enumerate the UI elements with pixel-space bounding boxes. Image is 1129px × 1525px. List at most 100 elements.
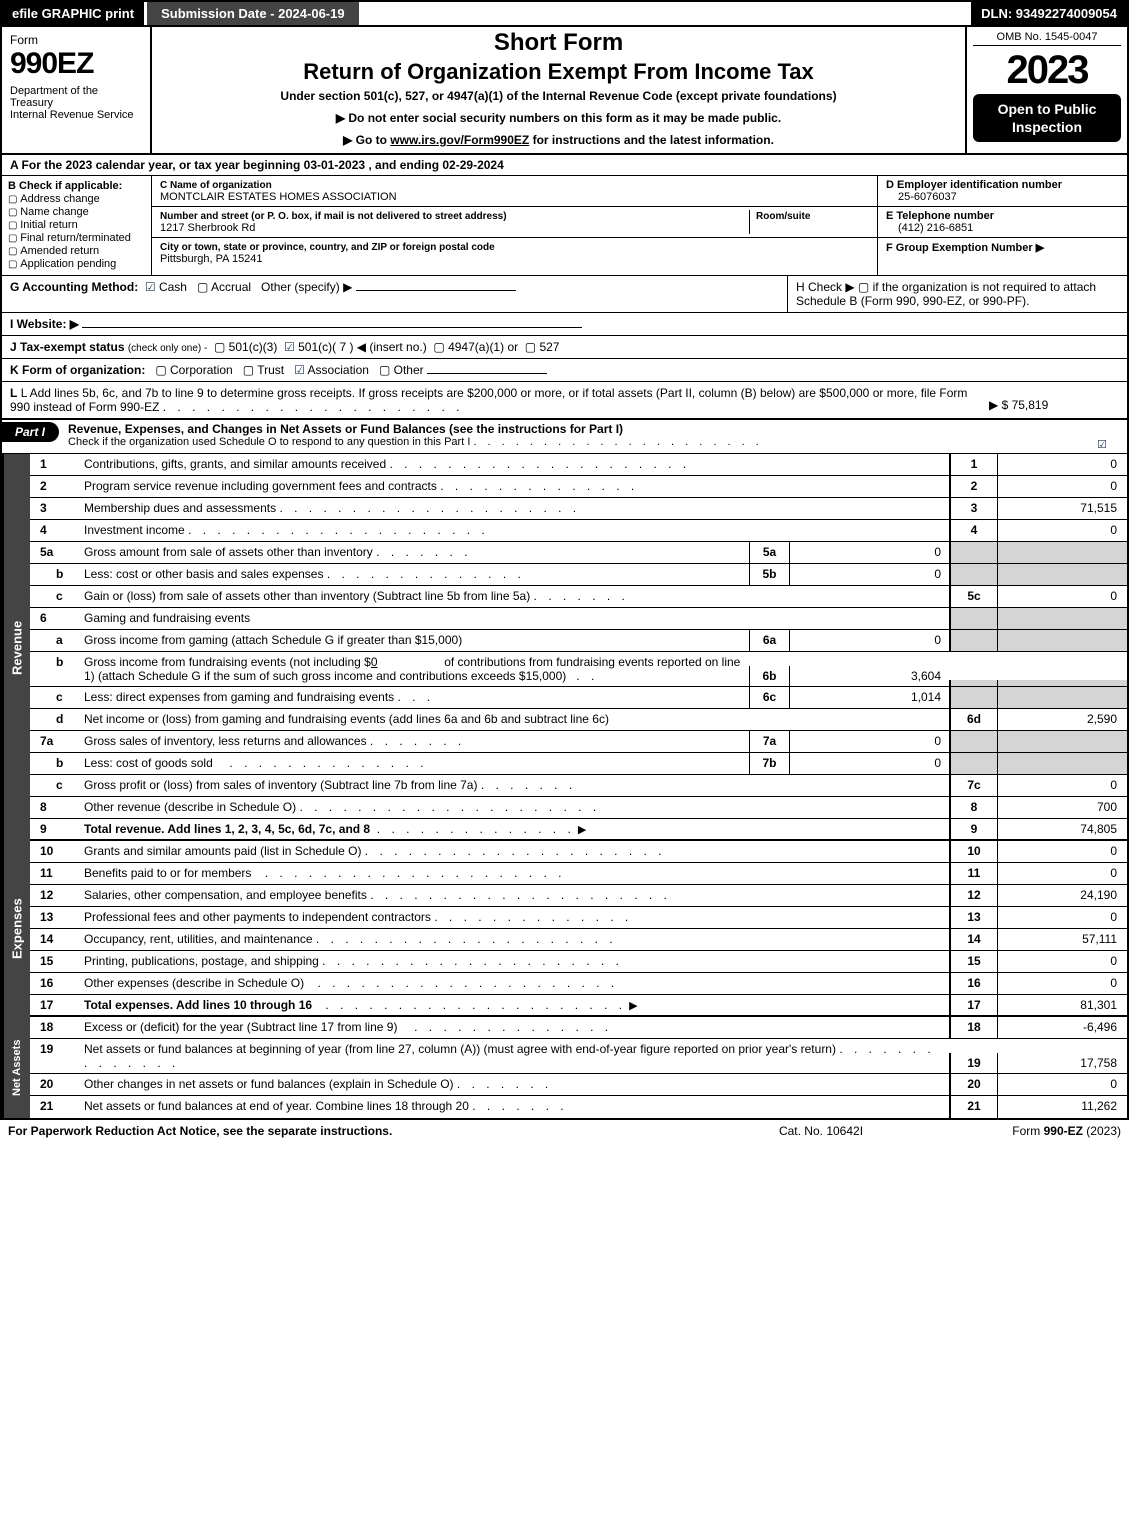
line-7a: 7aGross sales of inventory, less returns… <box>30 731 1127 753</box>
footer: For Paperwork Reduction Act Notice, see … <box>0 1120 1129 1142</box>
org-name-row: C Name of organization MONTCLAIR ESTATES… <box>152 176 877 207</box>
chk-cash[interactable] <box>145 280 159 294</box>
chk-address-change[interactable]: Address change <box>8 193 145 205</box>
expenses-block: Expenses 10Grants and similar amounts pa… <box>2 841 1127 1017</box>
chk-application-pending[interactable]: Application pending <box>8 258 145 270</box>
line-1: 1Contributions, gifts, grants, and simil… <box>30 454 1127 476</box>
chk-association[interactable] <box>294 363 307 377</box>
line-5b: bLess: cost or other basis and sales exp… <box>30 564 1127 586</box>
ein-label: D Employer identification number <box>886 179 1062 191</box>
line-l-value: ▶ $ 75,819 <box>989 386 1119 414</box>
chk-501c[interactable] <box>284 340 298 354</box>
dots: . . . . . . . . . . . . . . . . . . . . … <box>473 436 762 448</box>
dots: . . . . . . . . . . . . . . . . . . . . … <box>163 400 464 414</box>
header-right: OMB No. 1545-0047 2023 Open to Public In… <box>967 27 1127 153</box>
line-20: 20Other changes in net assets or fund ba… <box>30 1074 1127 1096</box>
chk-corporation[interactable] <box>155 363 170 377</box>
form-title: Return of Organization Exempt From Incom… <box>160 59 957 85</box>
revenue-block: Revenue 1Contributions, gifts, grants, a… <box>2 454 1127 841</box>
irs-link[interactable]: www.irs.gov/Form990EZ <box>390 133 529 147</box>
line-6c: cLess: direct expenses from gaming and f… <box>30 687 1127 709</box>
line-2: 2Program service revenue including gover… <box>30 476 1127 498</box>
line-14: 14Occupancy, rent, utilities, and mainte… <box>30 929 1127 951</box>
catalog-number: Cat. No. 10642I <box>721 1124 921 1138</box>
dln: DLN: 93492274009054 <box>971 2 1127 25</box>
group-exemption-label: F Group Exemption Number ▶ <box>886 242 1044 254</box>
form-word: Form <box>10 33 142 47</box>
chk-4947[interactable] <box>433 340 448 354</box>
accrual-label: Accrual <box>211 280 251 294</box>
open-to-public-badge: Open to Public Inspection <box>973 94 1121 142</box>
line-9: 9Total revenue. Add lines 1, 2, 3, 4, 5c… <box>30 819 1127 841</box>
chk-amended-return[interactable]: Amended return <box>8 245 145 257</box>
goto-link-line: ▶ Go to www.irs.gov/Form990EZ for instru… <box>160 133 957 147</box>
box-c: C Name of organization MONTCLAIR ESTATES… <box>152 176 877 275</box>
other-org-input[interactable] <box>427 373 547 374</box>
city-row: City or town, state or province, country… <box>152 238 877 268</box>
chk-trust[interactable] <box>243 363 257 377</box>
ein-row: D Employer identification number 25-6076… <box>878 176 1127 207</box>
chk-other-org[interactable] <box>379 363 394 377</box>
website-label: I Website: ▶ <box>10 317 79 331</box>
box-b: B Check if applicable: Address change Na… <box>2 176 152 275</box>
line-16: 16Other expenses (describe in Schedule O… <box>30 973 1127 995</box>
line-19: 19Net assets or fund balances at beginni… <box>30 1039 1127 1074</box>
line-l-text: L L Add lines 5b, 6c, and 7b to line 9 t… <box>10 386 989 414</box>
street: 1217 Sherbrook Rd <box>160 222 255 234</box>
form-id-block: Form 990EZ Department of the Treasury In… <box>2 27 152 153</box>
revenue-side-label: Revenue <box>2 454 30 841</box>
group-exemption-row: F Group Exemption Number ▶ <box>878 238 1127 257</box>
tel-row: E Telephone number (412) 216-6851 <box>878 207 1127 238</box>
tax-exempt-label: J Tax-exempt status <box>10 340 125 354</box>
line-l: L L Add lines 5b, 6c, and 7b to line 9 t… <box>2 382 1127 418</box>
opt-other-org: Other <box>394 363 424 377</box>
chk-initial-return[interactable]: Initial return <box>8 219 145 231</box>
opt-4947: 4947(a)(1) or <box>448 340 518 354</box>
chk-name-change[interactable]: Name change <box>8 206 145 218</box>
other-label: Other (specify) ▶ <box>261 280 352 294</box>
opt-501c: 501(c)( 7 ) ◀ (insert no.) <box>298 340 427 354</box>
efile-print-button[interactable]: efile GRAPHIC print <box>2 2 144 25</box>
form-number: 990EZ <box>10 47 142 81</box>
line-5a: 5aGross amount from sale of assets other… <box>30 542 1127 564</box>
chk-527[interactable] <box>525 340 540 354</box>
chk-accrual[interactable] <box>197 280 211 294</box>
section-bcdef: B Check if applicable: Address change Na… <box>2 176 1127 276</box>
topbar: efile GRAPHIC print Submission Date - 20… <box>2 2 1127 27</box>
line-17: 17Total expenses. Add lines 10 through 1… <box>30 995 1127 1017</box>
chk-final-return[interactable]: Final return/terminated <box>8 232 145 244</box>
chk-501c3[interactable] <box>214 340 229 354</box>
tax-year: 2023 <box>973 50 1121 90</box>
ein: 25-6076037 <box>886 191 957 203</box>
part-i-header: Part I Revenue, Expenses, and Changes in… <box>2 418 1127 454</box>
paperwork-notice: For Paperwork Reduction Act Notice, see … <box>8 1124 721 1138</box>
line-i: I Website: ▶ <box>2 313 1127 336</box>
short-form-label: Short Form <box>160 29 957 57</box>
tel-label: E Telephone number <box>886 210 994 222</box>
form-subtitle: Under section 501(c), 527, or 4947(a)(1)… <box>160 89 957 103</box>
line-6b: bGross income from fundraising events (n… <box>30 652 1127 687</box>
org-name-label: C Name of organization <box>160 180 272 191</box>
goto-suffix: for instructions and the latest informat… <box>529 133 774 147</box>
line-7b: bLess: cost of goods sold . . . . . . . … <box>30 753 1127 775</box>
omb-number: OMB No. 1545-0047 <box>973 31 1121 46</box>
line-15: 15Printing, publications, postage, and s… <box>30 951 1127 973</box>
line-7c: cGross profit or (loss) from sales of in… <box>30 775 1127 797</box>
website-input[interactable] <box>82 327 582 328</box>
line-g: G Accounting Method: Cash Accrual Other … <box>2 276 787 312</box>
line-18: 18Excess or (deficit) for the year (Subt… <box>30 1017 1127 1039</box>
line-a-text: A For the 2023 calendar year, or tax yea… <box>10 158 504 172</box>
opt-527: 527 <box>539 340 559 354</box>
part-i-schedule-o-check[interactable]: ☑ <box>1097 422 1119 451</box>
submission-date: Submission Date - 2024-06-19 <box>144 2 359 25</box>
net-assets-side-label: Net Assets <box>2 1017 30 1118</box>
line-3: 3Membership dues and assessments . . . .… <box>30 498 1127 520</box>
other-specify-input[interactable] <box>356 290 516 291</box>
box-def: D Employer identification number 25-6076… <box>877 176 1127 275</box>
form-ref: Form 990-EZ (2023) <box>921 1124 1121 1138</box>
line-j: J Tax-exempt status (check only one) - 5… <box>2 336 1127 359</box>
department: Department of the Treasury Internal Reve… <box>10 85 142 121</box>
line-4: 4Investment income . . . . . . . . . . .… <box>30 520 1127 542</box>
line-6d: dNet income or (loss) from gaming and fu… <box>30 709 1127 731</box>
line-8: 8Other revenue (describe in Schedule O) … <box>30 797 1127 819</box>
